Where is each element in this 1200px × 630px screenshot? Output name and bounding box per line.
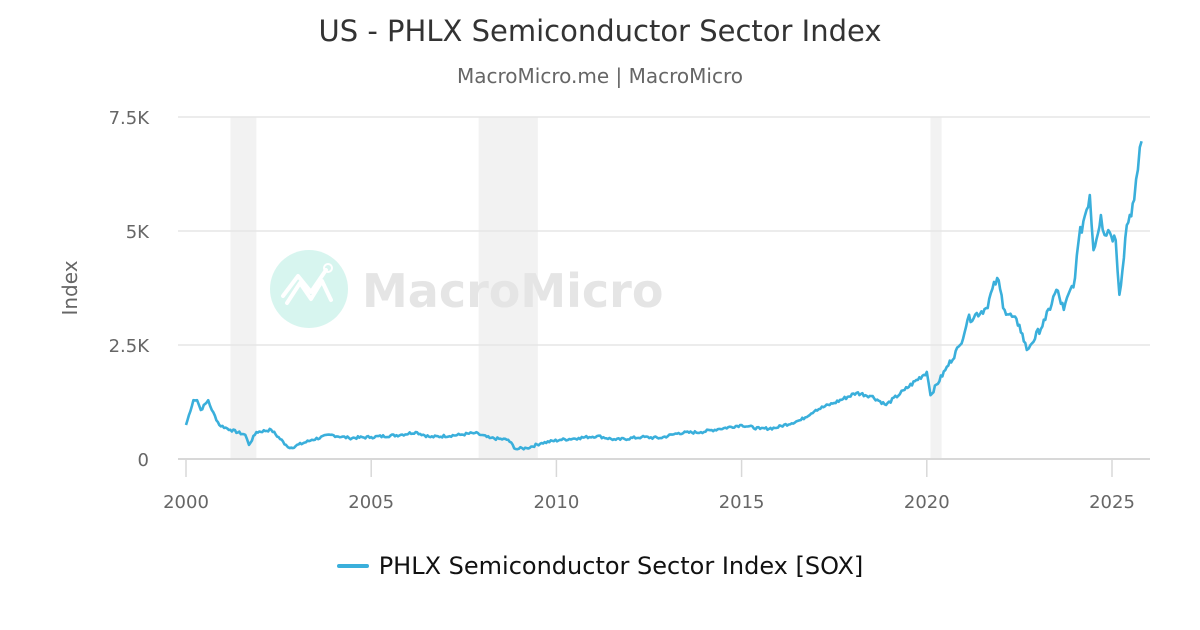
watermark: MacroMicro [270, 250, 663, 328]
x-tick-label: 2010 [533, 492, 579, 513]
series-line-sox[interactable] [184, 140, 1143, 451]
legend-item-sox[interactable]: PHLX Semiconductor Sector Index [SOX] [378, 552, 864, 580]
recession-band [930, 117, 942, 459]
chart-subtitle: MacroMicro.me | MacroMicro [457, 64, 743, 88]
y-axis-label: Index [58, 260, 82, 315]
x-tick-label: 2025 [1089, 492, 1135, 513]
x-tick-label: 2015 [719, 492, 765, 513]
y-tick-label: 7.5K [109, 108, 151, 129]
y-tick-label: 0 [138, 450, 149, 471]
x-tick-label: 2005 [348, 492, 394, 513]
x-tick-label: 2000 [163, 492, 209, 513]
x-axis: 2000 2005 2010 2015 2020 2025 [163, 459, 1135, 513]
legend-swatch-sox[interactable] [336, 564, 369, 568]
y-axis: 0 2.5K 5K 7.5K [109, 108, 151, 471]
gridlines [178, 116, 1150, 460]
chart-title: US - PHLX Semiconductor Sector Index [318, 14, 882, 48]
y-tick-label: 5K [126, 222, 150, 243]
x-tick-label: 2020 [904, 492, 950, 513]
watermark-text: MacroMicro [362, 264, 663, 318]
recession-bands [230, 117, 942, 459]
legend: PHLX Semiconductor Sector Index [SOX] [0, 552, 1200, 580]
recession-band [478, 117, 538, 459]
y-tick-label: 2.5K [109, 336, 151, 357]
recession-band [230, 117, 257, 459]
